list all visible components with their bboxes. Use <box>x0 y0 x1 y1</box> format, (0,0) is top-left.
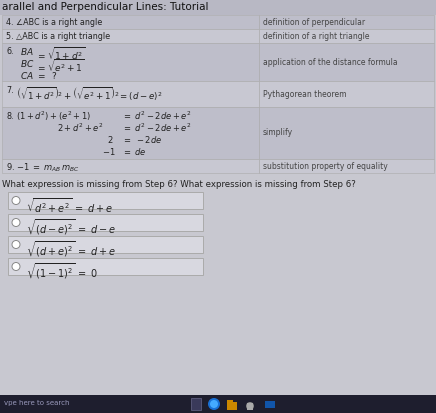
Bar <box>259 44 434 82</box>
Text: $BA$: $BA$ <box>20 46 34 57</box>
Text: substitution property of equality: substitution property of equality <box>263 161 388 171</box>
Bar <box>8 214 203 231</box>
Text: 8.: 8. <box>6 112 14 121</box>
Text: $= \; d^2 - 2de + e^2$: $= \; d^2 - 2de + e^2$ <box>122 110 191 122</box>
Bar <box>2 44 259 82</box>
Text: $2 + d^2 + e^2$: $2 + d^2 + e^2$ <box>57 122 104 134</box>
Text: 6.: 6. <box>6 47 14 56</box>
Text: definition of perpendicular: definition of perpendicular <box>263 18 365 27</box>
Text: $-1$: $-1$ <box>102 146 116 157</box>
Text: vpe here to search: vpe here to search <box>4 399 69 405</box>
Text: $= \; -2de$: $= \; -2de$ <box>122 134 162 145</box>
Text: 7.: 7. <box>6 86 14 95</box>
Text: 5. △ABC is a right triangle: 5. △ABC is a right triangle <box>6 32 110 41</box>
Bar <box>259 16 434 30</box>
Circle shape <box>210 400 218 408</box>
Text: $CA$: $CA$ <box>20 70 34 81</box>
Text: $\left(\sqrt{1+d^2}\right)^{\!2} + \left(\sqrt{e^2+1}\right)^{\!2} = (d-e)^2$: $\left(\sqrt{1+d^2}\right)^{\!2} + \left… <box>16 85 162 102</box>
Text: $\sqrt{(d - e)^2} \;=\; d - e$: $\sqrt{(d - e)^2} \;=\; d - e$ <box>26 218 116 237</box>
Bar <box>265 401 275 408</box>
Text: definition of a right triangle: definition of a right triangle <box>263 32 369 41</box>
Text: $BC$: $BC$ <box>20 58 34 69</box>
Circle shape <box>208 398 220 410</box>
Text: $= \sqrt{e^2 + 1}$: $= \sqrt{e^2 + 1}$ <box>36 58 85 75</box>
Text: What expression is missing from Step 6? What expression is missing from Step 6?: What expression is missing from Step 6? … <box>2 180 356 189</box>
Text: $\sqrt{d^2 + e^2} \;=\; d + e$: $\sqrt{d^2 + e^2} \;=\; d + e$ <box>26 195 113 214</box>
Bar <box>247 403 253 410</box>
Bar <box>259 30 434 44</box>
Circle shape <box>12 197 20 205</box>
Bar <box>0 0 436 16</box>
Bar <box>8 236 203 254</box>
Bar <box>2 30 259 44</box>
Text: $= \; d^2 - 2de + e^2$: $= \; d^2 - 2de + e^2$ <box>122 122 191 134</box>
Bar <box>227 400 233 404</box>
Text: simplify: simplify <box>263 128 293 137</box>
Text: arallel and Perpendicular Lines: Tutorial: arallel and Perpendicular Lines: Tutoria… <box>2 2 208 12</box>
Bar <box>191 398 201 410</box>
Bar <box>0 395 436 413</box>
Bar <box>2 108 259 159</box>
Text: application of the distance formula: application of the distance formula <box>263 58 398 67</box>
Text: $(1 + d^2) + (e^2 + 1)$: $(1 + d^2) + (e^2 + 1)$ <box>16 110 92 123</box>
Circle shape <box>12 241 20 249</box>
Text: $= \; de$: $= \; de$ <box>122 146 146 157</box>
Text: 4. ∠ABC is a right angle: 4. ∠ABC is a right angle <box>6 18 102 27</box>
Text: $\sqrt{(1 - 1)^2} \;=\; 0$: $\sqrt{(1 - 1)^2} \;=\; 0$ <box>26 261 98 280</box>
Bar <box>8 192 203 209</box>
Text: $\sqrt{(d + e)^2} \;=\; d + e$: $\sqrt{(d + e)^2} \;=\; d + e$ <box>26 240 116 259</box>
Text: $= \;\;?$: $= \;\;?$ <box>36 70 58 81</box>
Bar <box>259 159 434 173</box>
Bar <box>8 259 203 275</box>
Bar <box>259 108 434 159</box>
Circle shape <box>12 263 20 271</box>
Bar <box>2 159 259 173</box>
Circle shape <box>12 219 20 227</box>
Text: $2$: $2$ <box>107 134 113 145</box>
Bar <box>2 82 259 108</box>
Text: Pythagorean theorem: Pythagorean theorem <box>263 90 347 99</box>
Bar <box>227 402 237 410</box>
Bar <box>259 82 434 108</box>
Bar <box>2 16 259 30</box>
Circle shape <box>246 402 254 410</box>
Text: 9. $-1 \;=\; m_{AB}\, m_{BC}$: 9. $-1 \;=\; m_{AB}\, m_{BC}$ <box>6 161 80 174</box>
Text: $= \sqrt{1 + d^2}$: $= \sqrt{1 + d^2}$ <box>36 46 85 63</box>
